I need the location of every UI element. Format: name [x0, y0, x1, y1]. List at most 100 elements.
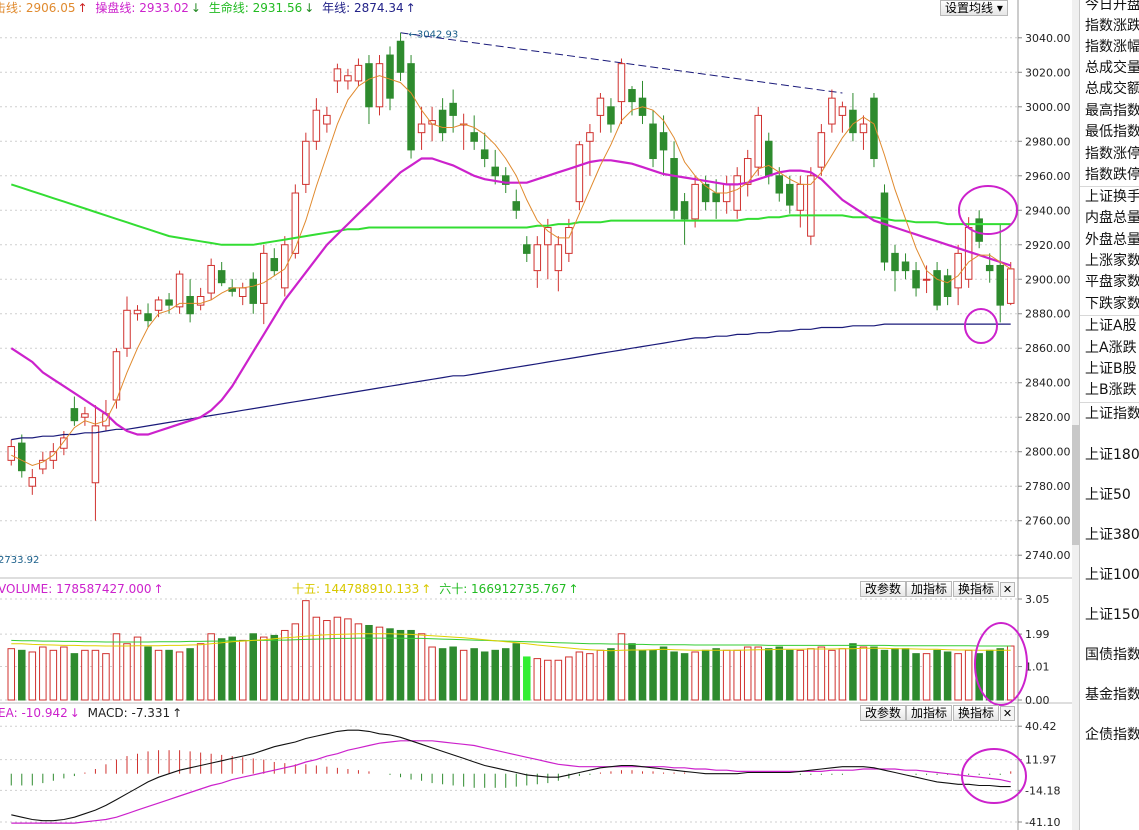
sidebar-item: 上证180	[1085, 447, 1139, 463]
candlestick	[344, 75, 352, 82]
price-tick-label: 2800.00	[1025, 446, 1071, 459]
volume-bar	[575, 651, 584, 701]
sidebar-item: 上证150	[1085, 607, 1139, 623]
add-indicator-button[interactable]: 加指标	[906, 581, 953, 597]
macd-tick-label: 40.42	[1025, 720, 1057, 733]
change-params-button-macd[interactable]: 改参数	[860, 705, 907, 721]
sidebar-item: 上证50	[1085, 487, 1131, 503]
high-price-label: ←3042.93	[409, 30, 459, 41]
macd-tick-label: -14.18	[1025, 784, 1060, 797]
volume-bar	[39, 646, 47, 701]
candlestick	[312, 109, 321, 142]
ma250-line	[11, 323, 1011, 441]
sidebar-item: 外盘总量	[1085, 232, 1139, 248]
candlestick	[849, 109, 857, 134]
volume-ma15-line	[11, 633, 1011, 652]
scrollbar-thumb[interactable]	[1072, 425, 1079, 545]
volume-bar	[554, 659, 563, 701]
macd-tick-label: 11.97	[1025, 754, 1057, 767]
volume-bar	[849, 643, 857, 701]
volume-bar	[628, 643, 636, 701]
candlestick	[880, 192, 889, 263]
volume-bar	[386, 628, 394, 701]
candlestick	[49, 451, 58, 461]
candlestick	[786, 183, 794, 206]
ma60-line	[10, 183, 1011, 246]
candlestick	[154, 299, 163, 311]
candlestick	[491, 166, 499, 177]
candlestick	[870, 97, 878, 160]
volume-bar	[659, 646, 668, 701]
candlestick	[396, 40, 405, 73]
candlestick	[449, 102, 457, 116]
candlestick	[417, 123, 426, 134]
volume-bar	[828, 649, 836, 701]
volume-bar	[670, 651, 678, 701]
quote-sidebar: 今日开盘 指数涨跌 指数涨幅 总成交量 总成交额 最高指数 最低指数 指数涨停 …	[1079, 0, 1139, 830]
volume-bar	[870, 646, 878, 701]
candlestick	[922, 278, 931, 281]
sidebar-item: 平盘家数	[1085, 274, 1139, 290]
sidebar-item: 最高指数	[1085, 103, 1139, 119]
volume-bar	[943, 651, 952, 701]
candlestick	[743, 158, 752, 185]
sidebar-item: 内盘总量	[1085, 210, 1139, 226]
candlestick	[533, 244, 542, 272]
volume-bar	[786, 649, 794, 701]
volume-legend: VOLUME: 178587427.000 ↑	[0, 582, 168, 597]
candlestick	[81, 413, 89, 418]
candlestick	[165, 299, 173, 306]
price-tick-label: 3000.00	[1025, 101, 1071, 114]
volume-bar	[70, 653, 79, 701]
price-tick-label: 2860.00	[1025, 342, 1071, 355]
volume-bar	[133, 636, 142, 701]
change-params-button[interactable]: 改参数	[860, 581, 907, 597]
candlestick	[943, 275, 952, 298]
sidebar-item: 指数涨跌	[1085, 18, 1139, 34]
set-ma-button[interactable]: 设置均线 ▾	[940, 0, 1008, 16]
volume-bar	[691, 651, 699, 701]
ma20-line	[10, 157, 1012, 436]
candlestick	[333, 68, 342, 82]
candlestick	[375, 63, 384, 108]
close-volume-icon[interactable]: ✕	[1000, 582, 1015, 597]
volume-bar	[312, 616, 321, 701]
volume-bar	[449, 646, 457, 701]
candlestick	[133, 309, 142, 315]
volume-bar	[228, 636, 236, 701]
switch-indicator-button-macd[interactable]: 换指标	[953, 705, 1000, 721]
add-indicator-button-macd[interactable]: 加指标	[906, 705, 953, 721]
vertical-scrollbar[interactable]	[1072, 0, 1079, 830]
candlestick	[270, 258, 279, 272]
volume-bar	[407, 629, 415, 701]
volume-ma60-line	[11, 637, 1011, 647]
volume-bar	[259, 636, 268, 701]
close-macd-icon[interactable]: ✕	[1000, 706, 1015, 721]
candlestick	[7, 446, 16, 461]
candlestick	[186, 296, 194, 315]
sidebar-item: 总成交量	[1085, 60, 1139, 76]
candlestick	[691, 183, 699, 220]
volume-bar	[175, 651, 184, 701]
volume-bar	[396, 629, 405, 701]
price-tick-label: 2840.00	[1025, 377, 1071, 390]
legend-ma20: 操盘线: 2933.02 ↓	[95, 1, 201, 15]
price-tick-label: 2820.00	[1025, 411, 1071, 424]
candlestick	[175, 273, 184, 308]
volume-bar	[291, 623, 300, 701]
candlestick	[891, 252, 899, 272]
volume-bar	[344, 618, 352, 701]
volume-bar	[1006, 645, 1015, 701]
switch-indicator-button[interactable]: 换指标	[953, 581, 1000, 597]
candlestick	[249, 278, 258, 304]
sidebar-item: 上证100	[1085, 567, 1139, 583]
sidebar-separator	[1080, 186, 1139, 187]
candlestick	[217, 270, 226, 284]
legend-ma60: 生命线: 2931.56 ↓	[208, 1, 315, 15]
candlestick	[807, 175, 815, 237]
sidebar-item: 上证380	[1085, 527, 1139, 543]
volume-bar	[754, 646, 763, 701]
volume-bar	[954, 653, 962, 701]
volume-bar	[333, 616, 342, 701]
volume-bar	[417, 633, 426, 701]
